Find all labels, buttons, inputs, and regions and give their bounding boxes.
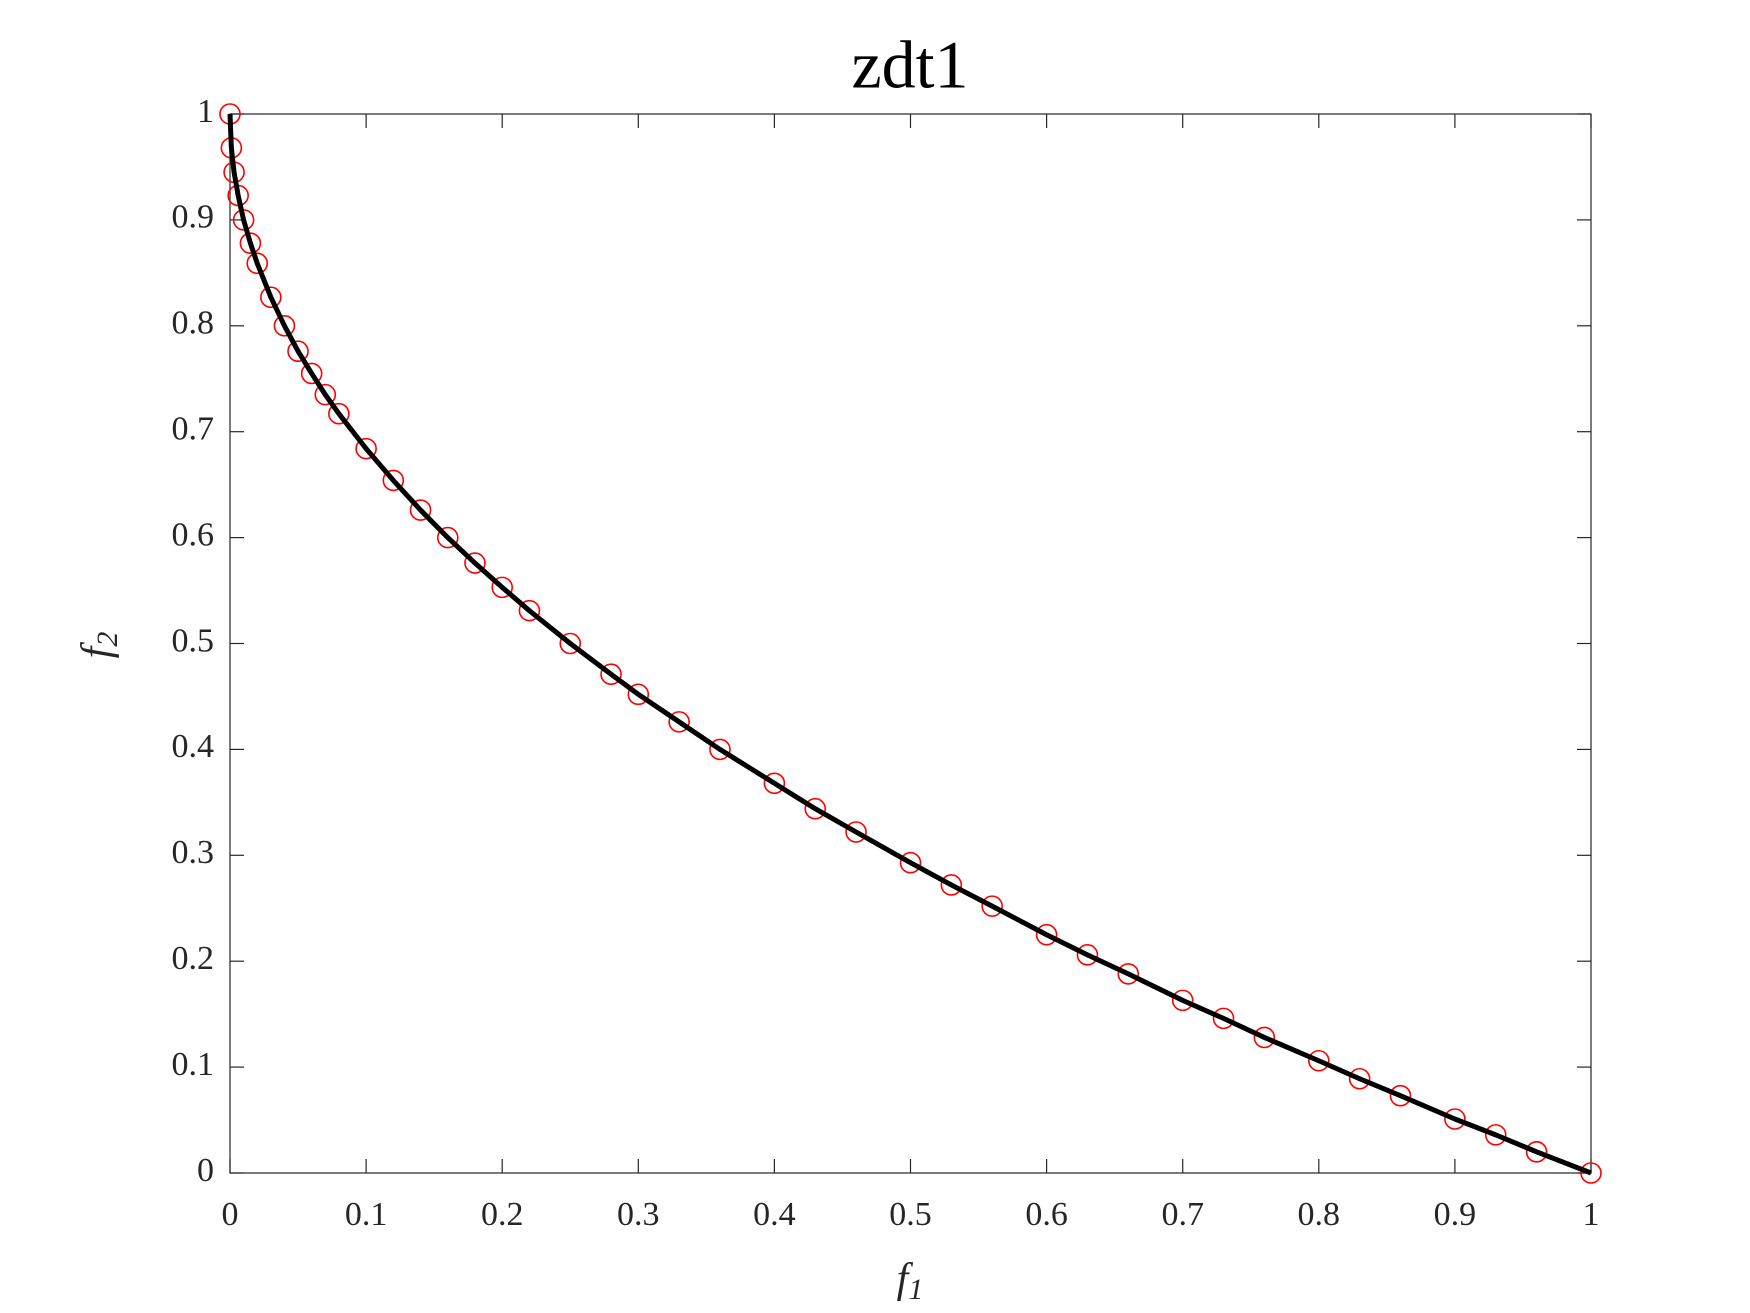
y-tick-label: 1 — [197, 93, 214, 130]
scatter-point — [464, 552, 486, 574]
scatter-point — [518, 599, 541, 622]
scatter-point — [600, 663, 622, 686]
scatter-point — [1076, 944, 1099, 966]
scatter-point — [1348, 1067, 1371, 1090]
y-tick-label: 0.8 — [172, 305, 215, 342]
chart-title: zdt1 — [851, 27, 968, 103]
scatter-point — [940, 874, 963, 896]
scatter-point — [763, 772, 786, 795]
x-tick-label: 0.9 — [1434, 1196, 1477, 1233]
y-tick-label: 0.3 — [172, 834, 215, 871]
scatter-point — [1484, 1124, 1507, 1146]
scatter-point — [1525, 1141, 1548, 1163]
scatter-point — [436, 526, 459, 549]
scatter-point — [314, 383, 337, 406]
scatter-point — [355, 437, 377, 460]
scatter-point — [1253, 1026, 1276, 1049]
x-tick-label: 1 — [1583, 1196, 1600, 1233]
scatter-point — [1444, 1108, 1466, 1130]
y-tick-label: 0.7 — [172, 410, 215, 447]
scatter-point — [1117, 963, 1140, 985]
scatter-point — [845, 821, 867, 843]
scatter-point — [328, 402, 350, 425]
scatter-point — [382, 469, 405, 492]
scatter-point — [491, 576, 514, 599]
x-tick-label: 0.6 — [1025, 1196, 1068, 1233]
y-tick-label: 0.5 — [172, 622, 215, 659]
y-tick-label: 0.6 — [172, 516, 215, 553]
y-label-sub: 2 — [91, 632, 124, 647]
x-tick-label: 0.8 — [1298, 1196, 1341, 1233]
y-tick-label: 0.4 — [172, 728, 215, 765]
scatter-point — [1212, 1007, 1235, 1030]
x-tick-label: 0 — [222, 1196, 239, 1233]
scatter-point — [246, 252, 269, 275]
scatter-point — [260, 286, 282, 309]
x-tick-label: 0.3 — [617, 1196, 660, 1233]
scatter-point — [709, 738, 731, 761]
scatter-point — [239, 232, 262, 254]
x-tick-label: 0.5 — [889, 1196, 932, 1233]
scatter-point — [559, 632, 582, 655]
y-tick-label: 0.9 — [172, 199, 215, 236]
scatter-point — [899, 851, 922, 874]
front-line — [227, 113, 1592, 1176]
scatter-point — [409, 499, 432, 521]
y-tick-label: 0.2 — [172, 940, 215, 977]
scatter-point — [1580, 1162, 1602, 1184]
y-tick-label: 0.1 — [172, 1046, 215, 1083]
scatter-point — [1308, 1049, 1330, 1072]
x-tick-label: 0.2 — [481, 1196, 524, 1233]
scatter-point — [668, 711, 690, 733]
scatter-point — [287, 340, 309, 363]
scatter-point — [1035, 923, 1058, 946]
x-tick-label: 0.7 — [1161, 1196, 1204, 1233]
y-tick-label: 0 — [197, 1152, 214, 1189]
x-label-sub: 1 — [908, 1273, 923, 1306]
x-tick-label: 0.1 — [345, 1196, 388, 1233]
scatter-point — [1171, 989, 1194, 1012]
scatter-point — [981, 895, 1003, 917]
scatter-point — [273, 314, 296, 337]
x-tick-label: 0.4 — [753, 1196, 796, 1233]
scatter-point — [627, 683, 650, 706]
scatter-point — [1389, 1084, 1412, 1107]
scatter-point — [300, 362, 323, 385]
scatter-point — [804, 797, 827, 820]
